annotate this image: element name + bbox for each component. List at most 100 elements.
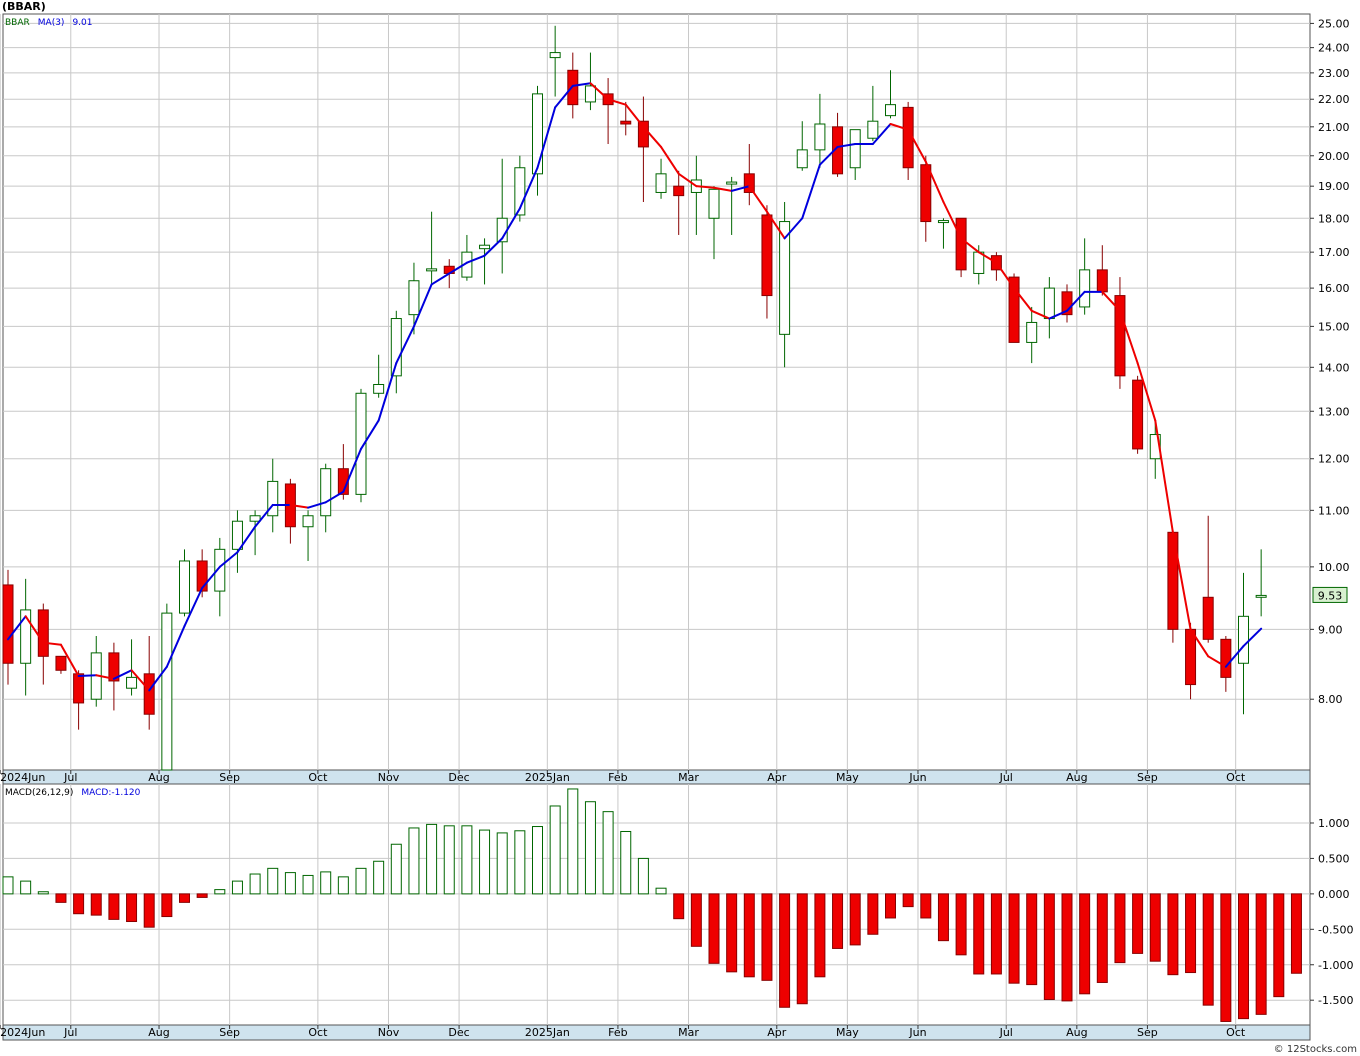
candle-body: [302, 515, 314, 528]
macd-date-label: Sep: [219, 1026, 240, 1039]
ma3-segment: [448, 261, 468, 275]
candle-body: [37, 609, 49, 657]
price-axis-label: 14.00: [1318, 361, 1350, 374]
macd-bar: [708, 893, 720, 964]
macd-axis-label: 0.500: [1318, 852, 1350, 865]
ma3-segment: [1224, 645, 1245, 668]
macd-bar: [990, 893, 1002, 975]
price-axis-label: 21.00: [1318, 121, 1350, 134]
candle: [373, 354, 385, 398]
macd-date-label: Mar: [678, 1026, 699, 1039]
candle: [479, 238, 491, 285]
candle: [549, 25, 561, 97]
price-axis-label: 11.00: [1318, 504, 1350, 517]
candle-body: [584, 85, 596, 103]
price-date-label: 2024Jun: [0, 771, 45, 784]
ma3-segment: [77, 674, 98, 677]
candle: [320, 463, 332, 533]
ma3-segment: [1066, 290, 1086, 312]
ma3-segment: [660, 145, 680, 175]
ma3-segment: [112, 669, 133, 680]
macd-bar: [443, 825, 455, 895]
macd-bar: [373, 860, 385, 895]
macd-bar: [955, 893, 967, 956]
price-date-label: Aug: [148, 771, 169, 784]
macd-bar: [267, 867, 279, 895]
macd-bar: [2, 876, 14, 895]
macd-bar: [1202, 893, 1214, 1006]
ma3-segment: [695, 185, 715, 189]
candle-body: [1202, 596, 1214, 640]
ma3-segment: [607, 98, 627, 106]
candle-body: [1238, 615, 1249, 664]
price-axis-label: 8.00: [1318, 693, 1343, 706]
ma3-segment: [783, 217, 804, 240]
price-axis-label: 25.00: [1318, 17, 1350, 30]
macd-bar: [1008, 893, 1020, 984]
macd-bar: [796, 893, 808, 1005]
ma3-segment: [642, 125, 663, 148]
last-price-tag: [1312, 586, 1348, 603]
candle: [426, 211, 438, 285]
macd-bar: [108, 893, 120, 920]
price-axis-label: 17.00: [1318, 246, 1350, 259]
macd-bar: [126, 893, 138, 923]
ma3-segment: [324, 490, 345, 504]
ma3-segment: [24, 615, 45, 644]
ma3-segment: [218, 551, 239, 568]
macd-date-label: Nov: [378, 1026, 400, 1039]
candle-body: [708, 188, 720, 219]
price-panel: [2, 13, 1311, 771]
ma3-segment: [1013, 287, 1033, 312]
candle-body: [426, 268, 438, 272]
macd-bar: [302, 874, 314, 895]
candle-body: [214, 548, 226, 592]
candle: [108, 642, 120, 711]
ma3-segment: [1154, 419, 1174, 534]
candle: [1026, 306, 1038, 364]
macd-bar: [408, 827, 420, 895]
candle-body: [1043, 287, 1055, 320]
candle: [267, 458, 279, 533]
macd-bar: [90, 893, 102, 916]
ma3-segment: [307, 501, 327, 509]
ma3-segment: [377, 362, 398, 422]
macd-bar: [1185, 893, 1197, 974]
price-axis-label: 9.00: [1318, 623, 1343, 636]
candle: [73, 670, 85, 730]
candle-body: [126, 676, 138, 689]
macd-date-label: Feb: [608, 1026, 627, 1039]
ma3-segment: [1136, 362, 1157, 422]
candle: [161, 603, 173, 771]
macd-axis-label: -1.000: [1318, 959, 1353, 972]
candle: [214, 537, 226, 617]
ma3-segment: [465, 254, 486, 264]
macd-bar: [1167, 893, 1179, 976]
macd-date-label: May: [836, 1026, 859, 1039]
macd-bar: [920, 893, 932, 919]
candle: [832, 112, 844, 177]
candle-body: [532, 93, 543, 175]
candle: [231, 510, 243, 573]
macd-bar: [161, 893, 173, 918]
macd-bar: [902, 893, 914, 908]
price-date-label: Mar: [678, 771, 699, 784]
macd-bar: [479, 829, 491, 895]
candle-body: [20, 609, 32, 664]
macd-bar: [196, 893, 208, 898]
macd-bar: [1238, 893, 1249, 1020]
ma3-segment: [748, 185, 768, 213]
price-axis-label: 22.00: [1318, 93, 1350, 106]
ma3-segment: [801, 163, 821, 220]
candle-body: [655, 173, 667, 193]
candle-body: [267, 480, 279, 517]
ma3-segment: [342, 447, 362, 493]
macd-bar: [231, 880, 243, 895]
ma3-segment: [818, 145, 839, 166]
macd-bar: [779, 893, 791, 1008]
macd-axis-label: -0.500: [1318, 923, 1353, 936]
candle: [955, 217, 967, 278]
macd-bar: [743, 893, 755, 978]
macd-bar: [690, 893, 702, 947]
candle-body: [1079, 269, 1091, 308]
